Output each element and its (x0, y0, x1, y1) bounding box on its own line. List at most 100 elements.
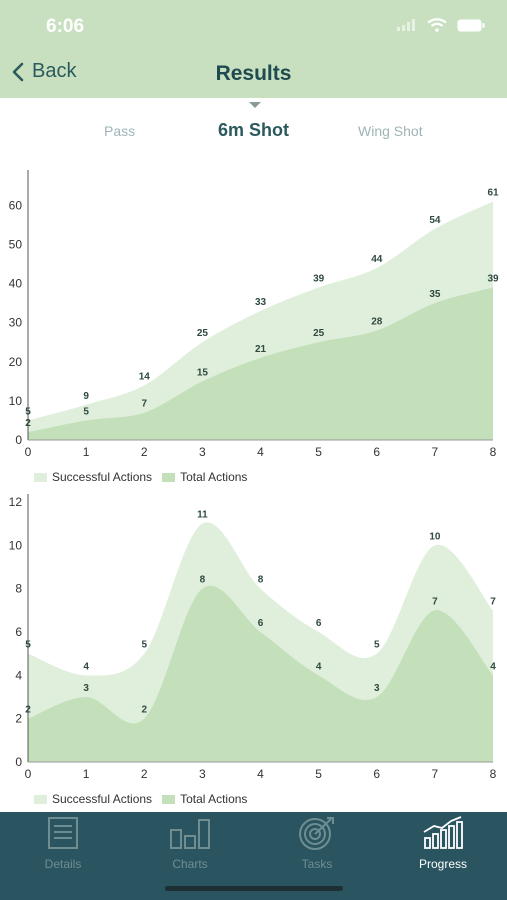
data-label: 8 (258, 575, 264, 586)
y-tick-label: 0 (15, 433, 22, 447)
data-label: 8 (200, 575, 206, 586)
y-tick-label: 50 (9, 237, 23, 251)
tab-details-label: Details (44, 857, 82, 871)
legend-label: Successful Actions (52, 792, 153, 806)
series-area-total (28, 287, 493, 440)
progress-icon (423, 816, 463, 849)
y-tick-label: 30 (9, 316, 23, 330)
skill-tabs: Pass 6m Shot Wing Shot (0, 98, 507, 158)
tab-caret-icon (249, 102, 261, 108)
y-tick-label: 60 (9, 198, 23, 212)
legend-label: Successful Actions (52, 470, 153, 484)
x-tick-label: 2 (141, 767, 148, 781)
back-label: Back (32, 60, 77, 82)
data-label: 2 (25, 418, 31, 429)
x-tick-label: 7 (432, 767, 439, 781)
tab-6m-shot[interactable]: 6m Shot (217, 120, 289, 140)
status-time: 6:06 (46, 16, 85, 37)
x-tick-label: 4 (257, 445, 264, 459)
data-label: 21 (255, 344, 267, 355)
home-indicator (165, 886, 343, 891)
data-label: 35 (429, 289, 441, 300)
header-bar: 6:06 Back Results (0, 0, 507, 98)
tab-progress[interactable]: Progress (398, 816, 488, 871)
data-label: 28 (371, 317, 383, 328)
y-tick-label: 2 (15, 712, 22, 726)
x-tick-label: 8 (490, 445, 497, 459)
data-label: 25 (197, 328, 209, 339)
legend-label: Total Actions (180, 792, 248, 806)
tab-charts-label: Charts (172, 857, 208, 871)
chart-cumulative-legend: Successful Actions Total Actions (34, 470, 257, 484)
status-icons (397, 18, 485, 32)
x-tick-label: 5 (315, 767, 322, 781)
data-label: 9 (83, 391, 89, 402)
data-label: 15 (197, 367, 209, 378)
x-tick-label: 1 (83, 767, 90, 781)
x-tick-label: 7 (432, 445, 439, 459)
data-label: 10 (429, 531, 441, 542)
battery-icon (457, 19, 485, 31)
wifi-icon (427, 18, 447, 32)
page-title: Results (215, 62, 292, 85)
data-label: 7 (432, 596, 438, 607)
data-label: 39 (313, 273, 325, 284)
tab-tasks-label: Tasks (301, 857, 333, 871)
x-tick-label: 6 (373, 445, 380, 459)
x-tick-label: 8 (490, 767, 497, 781)
data-label: 4 (83, 661, 89, 672)
data-label: 4 (490, 661, 496, 672)
y-tick-label: 20 (9, 355, 23, 369)
tab-progress-label: Progress (418, 857, 468, 871)
data-label: 7 (141, 399, 147, 410)
x-tick-label: 5 (315, 445, 322, 459)
y-tick-label: 10 (9, 538, 23, 552)
data-label: 5 (374, 640, 380, 651)
tab-details[interactable]: Details (18, 816, 108, 871)
data-label: 2 (141, 705, 147, 716)
back-button[interactable]: Back (12, 60, 76, 83)
tab-charts[interactable]: Charts (145, 816, 235, 871)
tab-tasks[interactable]: Tasks (272, 816, 362, 871)
data-label: 39 (487, 273, 499, 284)
target-icon (299, 817, 334, 850)
x-tick-label: 0 (25, 445, 32, 459)
y-tick-label: 0 (15, 755, 22, 769)
x-tick-label: 0 (25, 767, 32, 781)
tab-wing-shot[interactable]: Wing Shot (358, 123, 423, 139)
data-label: 5 (83, 406, 89, 417)
data-label: 3 (374, 683, 380, 694)
x-tick-label: 3 (199, 445, 206, 459)
data-label: 14 (139, 371, 151, 382)
data-label: 11 (197, 510, 208, 521)
chevron-left-icon (12, 62, 24, 81)
data-label: 61 (487, 187, 499, 198)
tab-pass[interactable]: Pass (104, 123, 136, 139)
data-label: 5 (141, 640, 147, 651)
y-tick-label: 6 (15, 625, 22, 639)
chart-per-session: 0 2 4 6 8 10 12 0 1 2 3 4 5 6 7 8 5 4 5 11 8 6 5 10 7 2 3 2 8 6 4 3 7 4 S… (0, 490, 507, 812)
signal-icon (397, 19, 415, 31)
legend-item: Successful Actions (34, 470, 152, 484)
data-label: 44 (371, 254, 383, 265)
y-tick-label: 10 (9, 394, 23, 408)
legend-item: Total Actions (162, 792, 247, 806)
data-label: 2 (25, 705, 31, 716)
y-tick-label: 4 (15, 668, 22, 682)
data-label: 6 (316, 618, 322, 629)
data-label: 5 (25, 640, 31, 651)
x-tick-label: 6 (373, 767, 380, 781)
y-tick-label: 12 (9, 495, 23, 509)
chart-cumulative: 0 10 20 30 40 50 60 0 1 2 3 4 5 6 7 8 5 9 14 25 33 39 44 54 61 2 5… (0, 170, 507, 490)
legend-item: Successful Actions (34, 792, 152, 806)
data-label: 7 (490, 596, 496, 607)
legend-item: Total Actions (162, 470, 247, 484)
x-tick-label: 2 (141, 445, 148, 459)
charts-icon (170, 819, 210, 849)
data-label: 54 (429, 215, 441, 226)
x-tick-label: 3 (199, 767, 206, 781)
x-tick-label: 4 (257, 767, 264, 781)
data-label: 6 (258, 618, 264, 629)
